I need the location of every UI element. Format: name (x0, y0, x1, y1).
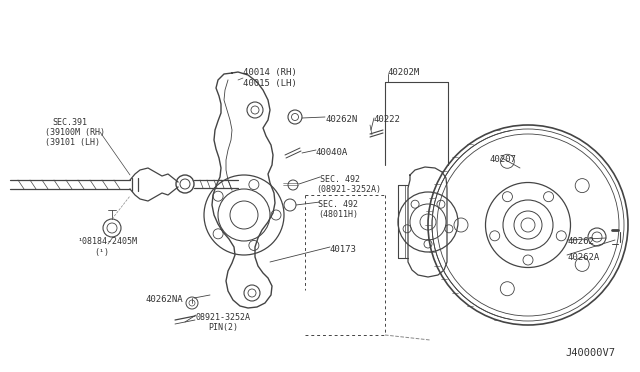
Text: (48011H): (48011H) (318, 210, 358, 219)
Text: 40262A: 40262A (567, 253, 599, 262)
Text: (08921-3252A): (08921-3252A) (316, 185, 381, 194)
Text: 40202M: 40202M (388, 68, 420, 77)
Text: 40173: 40173 (330, 245, 357, 254)
Text: 08921-3252A: 08921-3252A (196, 313, 251, 322)
Text: SEC. 492: SEC. 492 (320, 175, 360, 184)
Text: SEC. 492: SEC. 492 (318, 200, 358, 209)
Text: 40207: 40207 (490, 155, 517, 164)
Text: 40014 (RH): 40014 (RH) (243, 68, 297, 77)
Text: 40015 (LH): 40015 (LH) (243, 79, 297, 88)
Text: 40262NA: 40262NA (146, 295, 184, 304)
Text: 40262N: 40262N (325, 115, 357, 124)
Text: 40040A: 40040A (316, 148, 348, 157)
Text: (39100M (RH): (39100M (RH) (45, 128, 105, 137)
Text: PIN(2): PIN(2) (208, 323, 238, 332)
Text: 40262: 40262 (567, 237, 594, 246)
Text: ¹08184-2405M: ¹08184-2405M (78, 237, 138, 246)
Text: J40000V7: J40000V7 (565, 348, 615, 358)
Text: (39101 (LH): (39101 (LH) (45, 138, 100, 147)
Text: SEC.391: SEC.391 (52, 118, 87, 127)
Text: 40222: 40222 (374, 115, 401, 124)
Text: (¹): (¹) (94, 248, 109, 257)
